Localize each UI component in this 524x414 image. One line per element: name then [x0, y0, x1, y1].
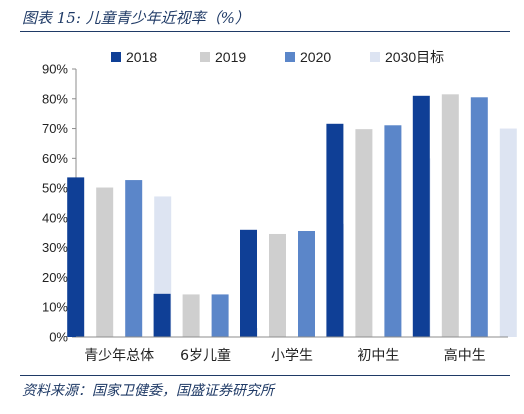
y-tick-label: 30%: [42, 240, 68, 255]
legend-swatch: [200, 52, 210, 62]
y-tick-label: 70%: [42, 121, 68, 136]
bar: [355, 129, 373, 337]
x-category-label: 初中生: [357, 347, 399, 364]
legend-label: 2018: [126, 49, 157, 65]
y-tick-label: 80%: [42, 91, 68, 106]
x-category-label: 小学生: [271, 348, 313, 364]
y-tick-label: 20%: [42, 270, 68, 285]
y-tick-label: 40%: [42, 210, 68, 225]
bar: [67, 177, 85, 337]
x-category-label: 青少年总体: [84, 348, 154, 364]
chart-legend: 2018 2019 2020 2030目标: [111, 49, 444, 65]
y-tick-label: 50%: [42, 181, 68, 196]
bar: [384, 125, 402, 337]
bar-area: [67, 94, 517, 338]
bar: [298, 230, 315, 337]
bar: [269, 233, 286, 337]
y-axis: 0% 10% 20% 30% 40% 50% 60% 70% 80% 90%: [42, 62, 77, 345]
bar: [153, 293, 171, 337]
y-tick-label: 60%: [42, 151, 68, 166]
bar: [125, 180, 143, 337]
y-tick-label: 10%: [42, 300, 68, 315]
title-divider: [20, 31, 510, 32]
figure-title: 图表 15: 儿童青少年近视率（%）: [22, 9, 250, 27]
legend-label: 2030目标: [385, 49, 444, 65]
bar: [412, 95, 430, 337]
x-category-label: 高中生: [444, 347, 486, 364]
source-divider: [20, 375, 510, 376]
legend-swatch: [285, 52, 295, 62]
bar: [470, 97, 488, 338]
y-tick-label: 0%: [49, 330, 68, 345]
legend-swatch: [370, 52, 380, 62]
bar: [499, 128, 517, 337]
figure-source: 资料来源：国家卫健委，国盛证券研究所: [22, 383, 274, 399]
legend-label: 2020: [300, 49, 331, 65]
y-tick-label: 90%: [42, 62, 68, 77]
legend-swatch: [111, 52, 121, 62]
bar: [240, 229, 257, 337]
bar: [211, 294, 229, 337]
x-category-label: 6岁儿童: [180, 347, 231, 364]
x-axis: 青少年总体 6岁儿童 小学生 初中生 高中生: [76, 336, 508, 364]
bar: [326, 123, 344, 338]
legend-label: 2019: [215, 49, 246, 65]
bar: [182, 294, 200, 337]
bar: [441, 94, 459, 337]
bar: [96, 187, 114, 337]
